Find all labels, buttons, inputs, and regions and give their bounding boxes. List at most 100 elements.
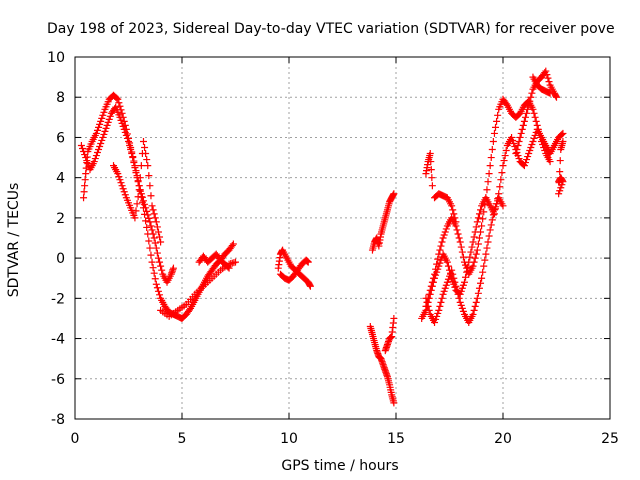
y-tick-label: 8 <box>56 90 65 106</box>
data-point <box>390 190 398 198</box>
data-point <box>488 216 496 224</box>
data-point <box>521 159 529 167</box>
data-point <box>122 131 130 139</box>
data-point <box>118 182 126 190</box>
data-point <box>439 234 447 242</box>
data-point <box>146 218 154 226</box>
data-point <box>144 162 152 170</box>
data-point <box>149 206 157 214</box>
data-point <box>97 117 105 125</box>
data-point <box>486 226 494 234</box>
data-point <box>458 248 466 256</box>
data-point <box>448 202 456 210</box>
data-point <box>479 215 487 223</box>
data-point <box>114 170 122 178</box>
data-point <box>494 111 502 119</box>
data-point <box>527 93 535 101</box>
data-point <box>441 284 449 292</box>
data-point <box>451 214 459 222</box>
data-point <box>114 95 122 103</box>
data-point <box>502 100 510 108</box>
data-point <box>515 137 523 145</box>
data-point <box>98 136 106 144</box>
data-point <box>432 315 440 323</box>
data-point <box>433 312 441 320</box>
data-point <box>452 282 460 290</box>
data-point <box>92 152 100 160</box>
data-point <box>516 133 524 141</box>
data-point <box>499 162 507 170</box>
data-point <box>464 263 472 271</box>
data-point <box>97 139 105 147</box>
data-point <box>460 278 468 286</box>
data-point <box>443 278 451 286</box>
data-point <box>98 114 106 122</box>
data-point <box>475 284 483 292</box>
data-point <box>471 302 479 310</box>
data-point <box>531 113 539 121</box>
data-point <box>457 287 465 295</box>
data-point <box>500 157 508 165</box>
data-point <box>469 310 477 318</box>
data-point <box>558 130 566 138</box>
data-point <box>80 148 88 156</box>
data-point <box>472 298 480 306</box>
data-point <box>431 274 439 282</box>
data-point <box>485 170 493 178</box>
data-point <box>510 139 518 147</box>
data-point <box>153 249 161 257</box>
data-point <box>483 186 491 194</box>
data-point <box>115 99 123 107</box>
data-point <box>462 273 470 281</box>
data-point <box>130 159 138 167</box>
data-point <box>448 266 456 274</box>
data-point <box>498 169 506 177</box>
data-point <box>116 176 124 184</box>
data-point <box>474 214 482 222</box>
data-point <box>438 238 446 246</box>
data-point <box>154 287 162 295</box>
data-point <box>136 174 144 182</box>
y-tick-label: 0 <box>56 251 65 267</box>
data-point <box>137 190 145 198</box>
y-tick-label: -2 <box>51 291 65 307</box>
data-point <box>133 200 141 208</box>
data-point <box>95 123 103 131</box>
data-point <box>120 125 128 133</box>
data-point <box>559 178 567 186</box>
data-point <box>428 182 436 190</box>
data-point <box>125 137 132 145</box>
data-point <box>91 155 99 163</box>
data-point <box>458 284 466 292</box>
data-point <box>469 238 477 246</box>
data-point <box>152 218 160 226</box>
data-point <box>156 291 164 299</box>
data-point <box>450 274 458 282</box>
data-point <box>119 185 127 193</box>
data-point <box>228 242 236 250</box>
x-tick-label: 15 <box>387 431 405 447</box>
data-point <box>426 150 434 158</box>
data-point <box>426 290 434 298</box>
data-point <box>169 264 177 272</box>
data-point <box>145 237 153 245</box>
data-point <box>93 126 101 134</box>
data-point <box>459 307 467 315</box>
data-point <box>92 129 100 137</box>
data-point <box>528 140 536 148</box>
y-axis-label: SDTVAR / TECUs <box>6 183 22 298</box>
data-point <box>490 206 498 214</box>
data-point <box>390 314 398 322</box>
data-point <box>435 262 443 270</box>
y-tick-label: 4 <box>56 171 65 187</box>
data-point <box>497 176 505 184</box>
data-point <box>424 302 432 310</box>
data-point <box>459 281 467 289</box>
data-point <box>121 128 129 136</box>
data-point <box>427 166 435 174</box>
data-point <box>156 258 164 266</box>
data-point <box>492 123 500 131</box>
data-point <box>457 243 465 251</box>
data-point <box>555 179 563 187</box>
